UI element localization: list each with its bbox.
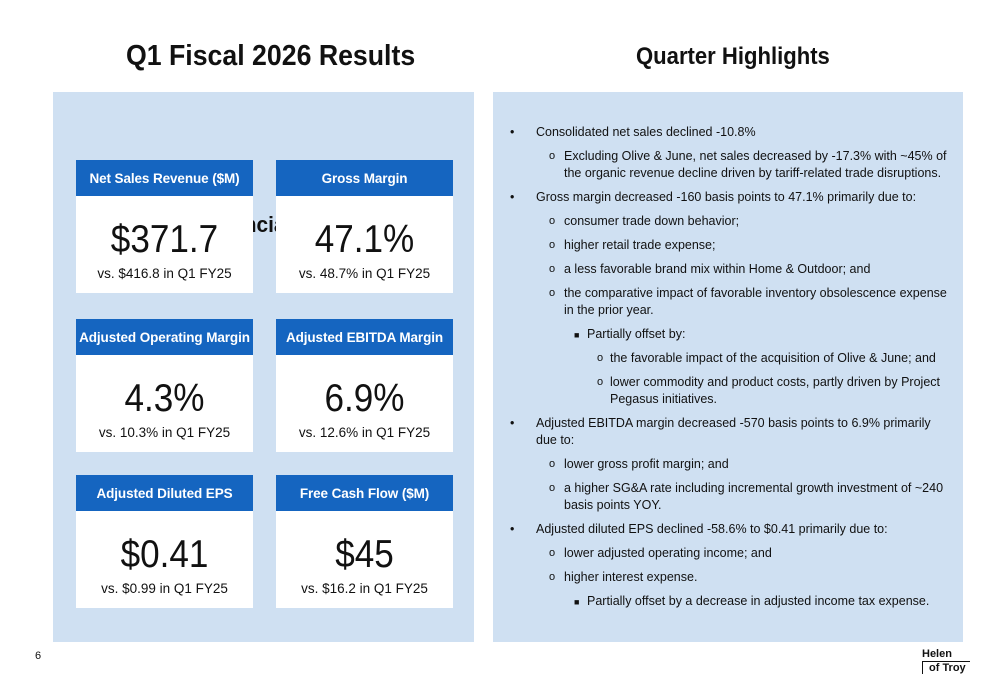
bullet-marker: ■ [574, 330, 580, 340]
highlight-item: o a higher SG&A rate including incrementa… [509, 480, 951, 514]
bullet-marker: o [597, 352, 604, 364]
highlight-text: higher retail trade expense; [564, 238, 716, 252]
bullet-marker: o [549, 239, 556, 251]
highlight-text: Adjusted EBITDA margin decreased -570 ba… [536, 416, 931, 447]
highlight-text: higher interest expense. [564, 570, 698, 584]
metric-comparison: vs. 10.3% in Q1 FY25 [98, 425, 231, 440]
metric-comparison: vs. 12.6% in Q1 FY25 [298, 425, 431, 440]
bullet-marker: • [510, 125, 515, 139]
highlight-text: Partially offset by a decrease in adjust… [587, 594, 930, 608]
metric-card-adjusted-operating-margin: Adjusted Operating Margin 4.3% vs. 10.3%… [76, 319, 253, 452]
bullet-marker: ■ [574, 597, 580, 607]
highlight-text: Excluding Olive & June, net sales decrea… [564, 149, 947, 180]
bullet-marker: o [549, 287, 556, 299]
bullet-marker: • [510, 190, 515, 204]
metric-card-free-cash-flow: Free Cash Flow ($M) $45 vs. $16.2 in Q1 … [276, 475, 453, 608]
metric-label: Adjusted Operating Margin [76, 319, 253, 355]
metric-card-net-sales: Net Sales Revenue ($M) $371.7 vs. $416.8… [76, 160, 253, 293]
highlight-item: o a less favorable brand mix within Home … [509, 261, 951, 278]
highlight-text: a higher SG&A rate including incremental… [564, 481, 944, 512]
metric-value: 6.9% [324, 377, 405, 420]
highlight-text: a less favorable brand mix within Home &… [564, 262, 871, 276]
bullet-marker: o [597, 376, 604, 388]
metric-comparison: vs. $416.8 in Q1 FY25 [97, 266, 232, 281]
metric-label: Adjusted Diluted EPS [76, 475, 253, 511]
bullet-marker: o [549, 547, 556, 559]
highlight-text: lower gross profit margin; and [564, 457, 729, 471]
highlight-item: o consumer trade down behavior; [509, 213, 951, 230]
metric-label: Gross Margin [276, 160, 453, 196]
metric-value: 47.1% [314, 218, 415, 261]
highlight-item: o the comparative impact of favorable inv… [509, 285, 951, 319]
highlight-text: Partially offset by: [587, 327, 686, 341]
metric-value: $45 [335, 533, 394, 576]
metric-label: Free Cash Flow ($M) [276, 475, 453, 511]
highlight-text: the favorable impact of the acquisition … [610, 351, 936, 365]
metric-label: Net Sales Revenue ($M) [76, 160, 253, 196]
metric-value: 4.3% [124, 377, 205, 420]
bullet-marker: o [549, 482, 556, 494]
highlight-item: • Consolidated net sales declined -10.8% [509, 124, 951, 141]
logo-text-line1: Helen [922, 648, 952, 660]
highlight-text: Adjusted diluted EPS declined -58.6% to … [536, 522, 888, 536]
highlight-item: o higher interest expense. [509, 569, 951, 586]
metric-card-adjusted-diluted-eps: Adjusted Diluted EPS $0.41 vs. $0.99 in … [76, 475, 253, 608]
highlight-item: • Adjusted EBITDA margin decreased -570 b… [509, 415, 951, 449]
highlight-item: ■ Partially offset by: [509, 326, 951, 343]
highlight-item: o the favorable impact of the acquisition… [509, 350, 951, 367]
highlight-text: the comparative impact of favorable inve… [564, 286, 947, 317]
highlights-title: Quarter Highlights [636, 43, 830, 70]
highlight-item: o Excluding Olive & June, net sales decre… [509, 148, 951, 182]
highlights-list: • Consolidated net sales declined -10.8% o… [509, 124, 951, 617]
highlight-item: • Gross margin decreased -160 basis point… [509, 189, 951, 206]
metric-comparison: vs. 48.7% in Q1 FY25 [298, 266, 431, 281]
bullet-marker: o [549, 263, 556, 275]
bullet-marker: o [549, 215, 556, 227]
metric-value: $371.7 [110, 218, 219, 261]
bullet-marker: o [549, 458, 556, 470]
metrics-panel: Key Financial Metrics Net Sales Revenue … [53, 92, 474, 642]
metric-card-adjusted-ebitda-margin: Adjusted EBITDA Margin 6.9% vs. 12.6% in… [276, 319, 453, 452]
metric-comparison: vs. $16.2 in Q1 FY25 [301, 581, 428, 596]
metric-comparison: vs. $0.99 in Q1 FY25 [101, 581, 228, 596]
highlight-item: o higher retail trade expense; [509, 237, 951, 254]
bullet-marker: • [510, 522, 515, 536]
logo-text-line2: of Troy [922, 661, 970, 674]
highlight-text: Consolidated net sales declined -10.8% [536, 125, 756, 139]
metric-card-gross-margin: Gross Margin 47.1% vs. 48.7% in Q1 FY25 [276, 160, 453, 293]
company-logo: Helen of Troy [922, 648, 970, 676]
highlight-text: Gross margin decreased -160 basis points… [536, 190, 917, 204]
highlight-item: • Adjusted diluted EPS declined -58.6% to… [509, 521, 951, 538]
highlight-text: lower adjusted operating income; and [564, 546, 772, 560]
highlight-item: ■ Partially offset by a decrease in adjus… [509, 593, 951, 610]
metric-label: Adjusted EBITDA Margin [276, 319, 453, 355]
metric-value: $0.41 [120, 533, 209, 576]
page-title: Q1 Fiscal 2026 Results [126, 40, 416, 72]
highlights-panel [493, 92, 963, 642]
bullet-marker: • [510, 416, 515, 430]
highlight-text: lower commodity and product costs, partl… [610, 375, 940, 406]
highlight-item: o lower adjusted operating income; and [509, 545, 951, 562]
highlight-item: o lower gross profit margin; and [509, 456, 951, 473]
page-number: 6 [35, 650, 42, 662]
bullet-marker: o [549, 571, 556, 583]
highlight-text: consumer trade down behavior; [564, 214, 740, 228]
highlight-item: o lower commodity and product costs, part… [509, 374, 951, 408]
bullet-marker: o [549, 150, 556, 162]
